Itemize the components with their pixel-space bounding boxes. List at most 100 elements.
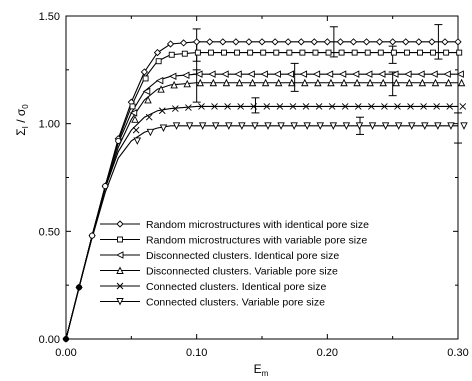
data-point bbox=[288, 78, 296, 87]
legend-marker bbox=[116, 282, 124, 290]
data-point bbox=[447, 122, 455, 130]
y-tick-label: 0.00 bbox=[39, 334, 60, 346]
data-point bbox=[417, 70, 425, 78]
data-point bbox=[260, 70, 268, 78]
series-line bbox=[65, 41, 458, 340]
data-point bbox=[198, 122, 207, 130]
data-point bbox=[145, 113, 153, 121]
data-point bbox=[303, 122, 311, 130]
data-point bbox=[351, 70, 360, 78]
data-point bbox=[433, 103, 440, 110]
data-point bbox=[353, 78, 361, 87]
data-point bbox=[234, 49, 241, 56]
data-point bbox=[390, 49, 397, 56]
data-point bbox=[314, 78, 322, 87]
data-point bbox=[274, 78, 283, 87]
axis-ticks bbox=[65, 15, 459, 340]
data-point bbox=[271, 38, 279, 46]
elastic-point bbox=[76, 284, 83, 291]
elastic-point bbox=[89, 232, 96, 239]
data-point bbox=[132, 126, 140, 134]
series-markers bbox=[62, 38, 468, 343]
data-point bbox=[299, 49, 306, 56]
data-point bbox=[195, 70, 203, 78]
data-point bbox=[375, 38, 384, 46]
data-point bbox=[364, 70, 373, 78]
data-point bbox=[420, 103, 427, 110]
data-point bbox=[351, 49, 358, 56]
legend-label: Random microstructures with variable por… bbox=[146, 235, 367, 247]
data-point bbox=[299, 70, 308, 78]
data-point bbox=[131, 115, 139, 123]
data-point bbox=[446, 103, 454, 110]
series-line bbox=[65, 105, 458, 340]
data-point bbox=[245, 38, 253, 46]
legend-label: Random microstructures with identical po… bbox=[146, 219, 369, 231]
legend-marker bbox=[117, 236, 123, 243]
data-point bbox=[261, 78, 270, 87]
data-point bbox=[238, 122, 246, 130]
data-point bbox=[312, 49, 319, 56]
data-point bbox=[263, 103, 271, 110]
data-point bbox=[338, 49, 345, 56]
x-tick-label: 0.10 bbox=[186, 347, 207, 359]
data-point bbox=[142, 87, 151, 96]
data-point bbox=[443, 49, 450, 56]
data-point bbox=[264, 122, 272, 130]
data-point bbox=[301, 78, 309, 87]
data-point bbox=[323, 38, 331, 46]
data-point bbox=[379, 78, 387, 87]
data-point bbox=[312, 70, 321, 78]
data-point bbox=[247, 70, 255, 78]
data-point bbox=[325, 70, 334, 78]
elastic-point bbox=[62, 335, 70, 343]
y-axis-label: ΣI / σ0 bbox=[14, 104, 30, 136]
data-point bbox=[196, 78, 204, 87]
data-point bbox=[140, 68, 149, 76]
data-point bbox=[444, 78, 453, 87]
data-point bbox=[394, 122, 403, 130]
data-point bbox=[208, 70, 216, 78]
data-point bbox=[179, 39, 188, 47]
data-point bbox=[260, 49, 267, 56]
data-point bbox=[329, 122, 338, 130]
data-point bbox=[158, 107, 166, 115]
data-point bbox=[430, 70, 438, 78]
legend-marker bbox=[115, 251, 124, 259]
data-point bbox=[222, 78, 231, 87]
data-point bbox=[404, 70, 412, 78]
data-point bbox=[391, 70, 399, 78]
legend-marker bbox=[116, 220, 124, 228]
data-point bbox=[290, 122, 298, 130]
data-point bbox=[456, 49, 463, 56]
data-point bbox=[327, 78, 335, 87]
data-point bbox=[273, 49, 280, 56]
data-point bbox=[431, 78, 440, 87]
data-point bbox=[428, 38, 436, 46]
data-point bbox=[286, 49, 293, 56]
data-point bbox=[389, 38, 397, 46]
data-point bbox=[172, 105, 179, 112]
data-point bbox=[284, 38, 292, 46]
data-point bbox=[302, 103, 310, 110]
data-point bbox=[250, 103, 258, 110]
data-point bbox=[133, 137, 142, 145]
x-axis-label: Em bbox=[254, 362, 269, 378]
data-point bbox=[172, 122, 181, 130]
legend-marker bbox=[116, 266, 124, 274]
data-point bbox=[457, 78, 466, 87]
data-point bbox=[443, 70, 451, 78]
data-point bbox=[310, 38, 318, 46]
data-point bbox=[325, 49, 332, 56]
data-point bbox=[153, 48, 162, 57]
legend: Random microstructures with identical po… bbox=[100, 219, 369, 309]
series-curves bbox=[65, 41, 458, 340]
elastic-point bbox=[115, 137, 122, 144]
data-point bbox=[276, 103, 284, 110]
data-point bbox=[417, 49, 423, 56]
data-point bbox=[193, 38, 201, 46]
data-point bbox=[155, 58, 162, 65]
data-point bbox=[277, 122, 285, 130]
data-point bbox=[232, 38, 240, 46]
data-point bbox=[368, 122, 377, 130]
